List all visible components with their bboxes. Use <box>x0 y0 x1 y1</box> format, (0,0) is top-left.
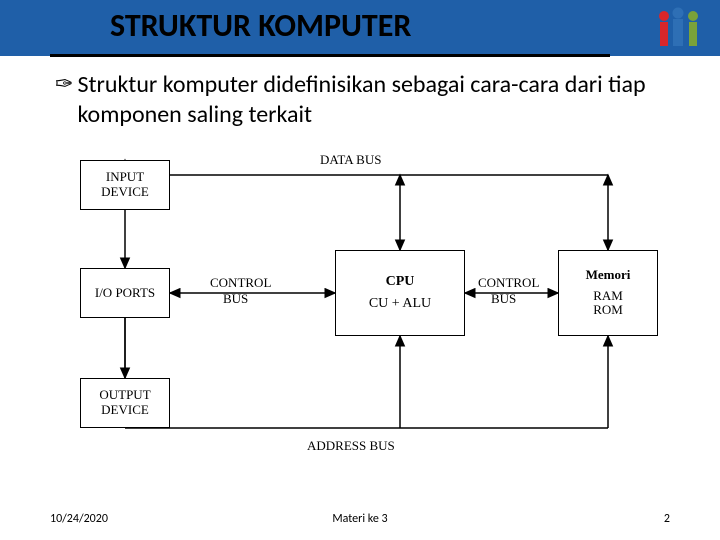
bullet: ✑ Struktur komputer didefinisikan sebaga… <box>55 70 655 130</box>
node-cpu: CPU CU + ALU <box>335 250 465 336</box>
slide: STRUKTUR KOMPUTER ✑ Struktur komputer di… <box>0 0 720 540</box>
node-ioports: I/O PORTS <box>80 268 170 318</box>
label-databus: DATA BUS <box>320 152 381 168</box>
label-ctrlbus1b: BUS <box>223 291 248 307</box>
bullet-text: Struktur komputer didefinisikan sebagai … <box>77 70 655 130</box>
node-input: INPUTDEVICE <box>80 160 170 210</box>
page-title: STRUKTUR KOMPUTER <box>110 6 411 45</box>
label-ctrlbus2: CONTROL <box>478 275 539 291</box>
logo-icon <box>654 6 704 50</box>
footer-page-number: 2 <box>664 512 670 526</box>
title-underline <box>50 54 610 57</box>
footer-center: Materi ke 3 <box>0 512 720 526</box>
node-memori: Memori RAMROM <box>558 250 658 336</box>
diagram: INPUTDEVICE I/O PORTS OUTPUTDEVICE CPU CU +… <box>60 150 660 470</box>
label-ctrlbus1: CONTROL <box>210 275 271 291</box>
label-ctrlbus2b: BUS <box>491 291 516 307</box>
label-addrbus: ADDRESS BUS <box>307 438 395 454</box>
node-output: OUTPUTDEVICE <box>80 378 170 428</box>
bullet-icon: ✑ <box>55 70 73 98</box>
